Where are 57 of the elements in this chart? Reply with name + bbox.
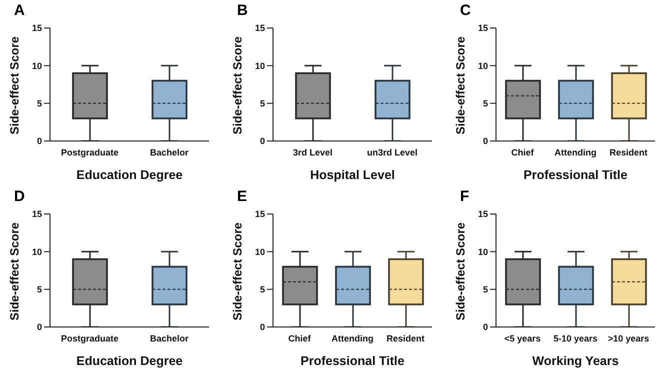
x-axis-title: Working Years: [532, 354, 619, 368]
y-tick-label: 10: [254, 246, 265, 256]
x-axis-title: Education Degree: [76, 354, 183, 368]
chart-title: F: [460, 188, 470, 204]
x-tick-label: Bachelor: [150, 332, 190, 343]
y-tick-label: 0: [36, 322, 42, 332]
y-tick-label: 5: [482, 98, 488, 109]
y-tick-label: 5: [36, 98, 42, 109]
x-tick-label: Attending: [554, 147, 596, 158]
x-tick-label: Resident: [386, 332, 425, 343]
y-tick-label: 0: [260, 322, 265, 332]
y-axis-title: Side-effect Score: [230, 222, 244, 320]
x-tick-label: Bachelor: [150, 147, 190, 158]
x-tick-label: Chief: [288, 332, 312, 343]
y-tick-label: 5: [260, 98, 265, 109]
x-axis-title: Professional Title: [300, 354, 405, 368]
x-tick-label: Postgraduate: [60, 147, 119, 158]
chart-title: C: [460, 2, 471, 19]
chart-title: D: [14, 188, 25, 204]
y-tick-label: 15: [32, 208, 42, 219]
x-tick-label: 5-10 years: [553, 332, 598, 343]
x-tick-label: Postgraduate: [60, 332, 119, 343]
y-tick-label: 15: [254, 23, 265, 34]
y-tick-label: 10: [478, 60, 488, 71]
y-tick-label: 10: [32, 246, 42, 256]
y-tick-label: 0: [482, 322, 488, 332]
y-tick-label: 5: [36, 284, 42, 294]
y-axis-title: Side-effect Score: [453, 36, 468, 134]
x-tick-label: 3rd Level: [292, 147, 333, 158]
y-tick-label: 10: [254, 60, 265, 71]
y-tick-label: 15: [478, 23, 488, 34]
y-axis-title: Side-effect Score: [7, 222, 22, 320]
y-tick-label: 5: [260, 284, 265, 294]
x-axis-title: Hospital Level: [310, 168, 395, 182]
x-axis-title: Education Degree: [76, 168, 183, 182]
x-axis-title: Professional Title: [524, 168, 628, 182]
y-tick-label: 10: [32, 60, 42, 71]
y-tick-label: 15: [254, 208, 265, 219]
x-tick-label: <5 years: [504, 332, 541, 343]
y-tick-label: 10: [478, 246, 488, 256]
chart-title: E: [237, 188, 248, 204]
y-axis-title: Side-effect Score: [230, 36, 244, 134]
y-tick-label: 0: [260, 136, 265, 146]
x-tick-label: Attending: [332, 332, 374, 343]
y-tick-label: 5: [482, 284, 488, 294]
y-tick-label: 15: [32, 23, 42, 34]
y-tick-label: 0: [36, 136, 42, 146]
y-axis-title: Side-effect Score: [7, 36, 22, 134]
x-tick-label: un3rd Level: [366, 147, 418, 158]
y-axis-title: Side-effect Score: [453, 222, 468, 320]
x-tick-label: Chief: [511, 147, 535, 158]
x-tick-label: Resident: [609, 147, 648, 158]
y-tick-label: 15: [478, 208, 488, 219]
x-tick-label: >10 years: [608, 332, 650, 343]
chart-title: B: [237, 2, 248, 19]
y-tick-label: 0: [482, 136, 488, 146]
chart-title: A: [14, 2, 25, 19]
